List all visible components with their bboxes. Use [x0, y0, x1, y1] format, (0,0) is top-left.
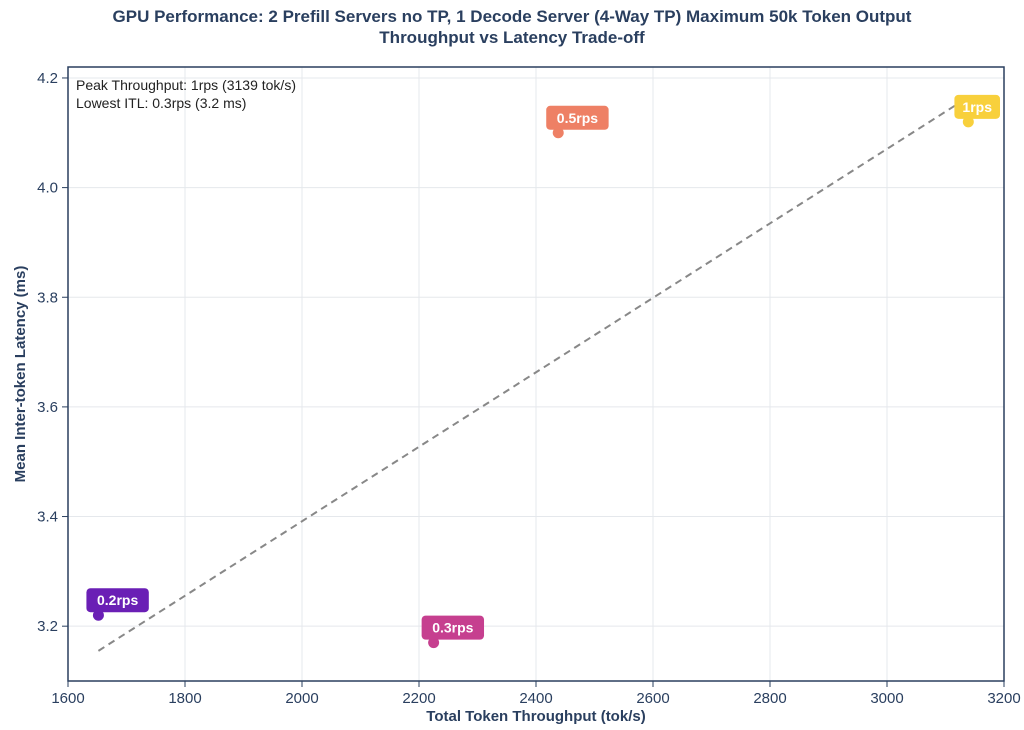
y-tick-label: 3.6: [37, 399, 58, 416]
chart-title-line-1: GPU Performance: 2 Prefill Servers no TP…: [112, 7, 912, 26]
annotation-lowest-itl: Lowest ITL: 0.3rps (3.2 ms): [76, 95, 246, 111]
y-axis-title: Mean Inter-token Latency (ms): [12, 266, 29, 483]
x-tick-label: 2800: [753, 690, 786, 707]
chart-title-line-2: Throughput vs Latency Trade-off: [379, 28, 645, 47]
y-tick-label: 4.0: [37, 180, 58, 197]
y-tick-label: 3.8: [37, 289, 58, 306]
point-label-box: [954, 94, 1000, 119]
x-tick-label: 2000: [285, 690, 318, 707]
x-tick-label: 2600: [636, 690, 669, 707]
x-tick-label: 2200: [402, 690, 435, 707]
data-points: [92, 116, 974, 649]
x-tick-label: 1600: [51, 690, 84, 707]
point-label-box: [86, 588, 149, 613]
trend-line: [97, 96, 969, 652]
point-labels: 0.2rps 0.3rps 0.5rps 1rps: [86, 94, 1000, 640]
annotation-peak-throughput: Peak Throughput: 1rps (3139 tok/s): [76, 77, 296, 93]
data-point: [552, 127, 564, 139]
x-tick-label: 1800: [168, 690, 201, 707]
x-tick-label: 3000: [870, 690, 903, 707]
data-point: [92, 609, 104, 621]
trend-line-layer: [97, 96, 969, 652]
grid-lines: [67, 67, 1005, 681]
chart-title: GPU Performance: 2 Prefill Servers no TP…: [0, 6, 1024, 48]
point-label-box: [546, 105, 609, 130]
data-point: [962, 116, 974, 128]
y-tick-label: 4.2: [37, 70, 58, 87]
x-axis-title: Total Token Throughput (tok/s): [426, 708, 645, 725]
point-label-box: [421, 615, 485, 640]
point-label: 1rps: [962, 99, 992, 115]
y-tick-label: 3.4: [37, 509, 58, 526]
data-point: [428, 637, 440, 649]
y-axis-ticks: 3.2 3.4 3.6 3.8 4.0 4.2: [37, 70, 68, 635]
point-label: 0.5rps: [557, 110, 598, 126]
x-tick-label: 3200: [987, 690, 1020, 707]
y-tick-label: 3.2: [37, 618, 58, 635]
point-label: 0.3rps: [432, 620, 473, 636]
x-axis-ticks: 1600 1800 2000 2200 2400 2600 2800 3000 3200: [51, 681, 1021, 707]
point-label: 0.2rps: [97, 592, 138, 608]
x-tick-label: 2400: [519, 690, 552, 707]
